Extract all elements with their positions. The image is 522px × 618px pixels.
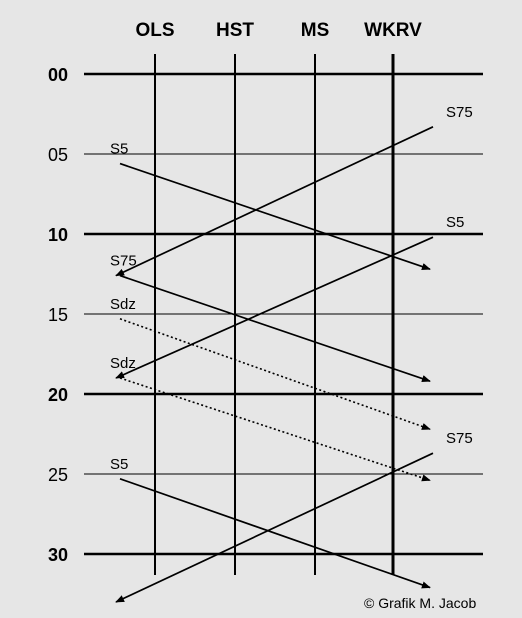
station-header-hst: HST	[216, 20, 254, 41]
minute-axis: 00 05 10 15 20 25 30	[48, 65, 68, 565]
train-label-s75-6: S75	[446, 430, 473, 447]
minute-tick-15: 15	[48, 305, 68, 325]
train-path-s75-1	[115, 126, 434, 277]
train-path-sdz-5	[119, 377, 431, 482]
minute-tick-25: 25	[48, 465, 68, 485]
minute-tick-10: 10	[48, 225, 68, 245]
train-paths: S5 S75 S5 S75 Sdz Sdz S75 S5	[110, 104, 473, 603]
minute-tick-30: 30	[48, 545, 68, 565]
train-label-s5-0: S5	[110, 141, 128, 158]
train-label-s5-2: S5	[446, 214, 464, 231]
train-path-s75-6	[115, 452, 434, 603]
station-header-ols: OLS	[135, 20, 174, 41]
minute-tick-20: 20	[48, 385, 68, 405]
station-header-wkrv: WKRV	[364, 20, 422, 41]
train-path-s5-2	[115, 236, 434, 379]
station-headers: OLS HST MS WKRV	[135, 20, 422, 41]
train-label-s75-3: S75	[110, 253, 137, 270]
train-label-sdz-4: Sdz	[110, 296, 136, 313]
train-label-s5-7: S5	[110, 456, 128, 473]
minute-tick-05: 05	[48, 145, 68, 165]
minute-tick-00: 00	[48, 65, 68, 85]
train-label-s75-1: S75	[446, 104, 473, 121]
train-path-s75-3	[119, 274, 431, 383]
train-path-s5-0	[119, 162, 431, 271]
train-path-s5-7	[119, 477, 431, 589]
station-header-ms: MS	[301, 20, 330, 41]
credit-text: © Grafik M. Jacob	[364, 595, 476, 611]
train-path-sdz-4	[119, 318, 431, 430]
train-label-sdz-5: Sdz	[110, 355, 136, 372]
